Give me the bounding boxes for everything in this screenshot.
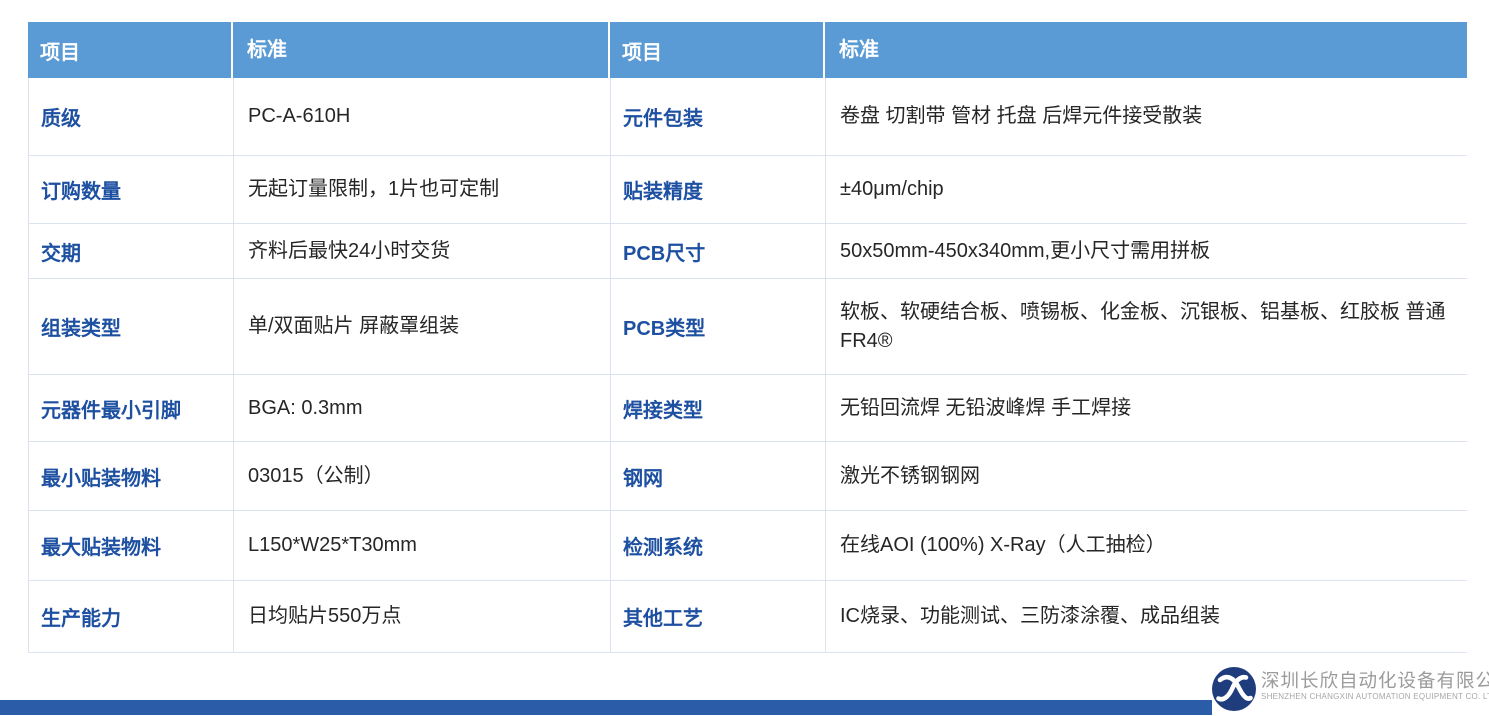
spec-item-value: 软板、软硬结合板、喷锡板、化金板、沉银板、铝基板、红胶板 普通FR4® bbox=[840, 300, 1446, 352]
table-row: 最小贴装物料 03015（公制） 钢网 激光不锈钢钢网 bbox=[29, 442, 1468, 511]
spec-item-label: 生产能力 bbox=[41, 608, 121, 630]
spec-item-label: 元器件最小引脚 bbox=[41, 399, 181, 422]
company-name-en: SHENZHEN CHANGXIN AUTOMATION EQUIPMENT C… bbox=[1261, 692, 1489, 702]
spec-item-value: 无起订量限制，1片也可定制 bbox=[248, 178, 500, 200]
spec-item-value: 03015（公制） bbox=[248, 464, 384, 487]
spec-item-value: 50x50mm-450x340mm,更小尺寸需用拼板 bbox=[840, 239, 1211, 262]
footer-accent-bar bbox=[0, 700, 1212, 715]
table-row: 组装类型 单/双面贴片 屏蔽罩组装 PCB类型 软板、软硬结合板、喷锡板、化金板… bbox=[29, 279, 1468, 375]
company-brand: 深圳长欣自动化设备有限公司 SHENZHEN CHANGXIN AUTOMATI… bbox=[1212, 667, 1489, 711]
column-header-label: 标准 bbox=[839, 38, 879, 61]
table-row: 最大贴装物料 L150*W25*T30mm 检测系统 在线AOI (100%) … bbox=[29, 511, 1468, 581]
spec-item-label: 质级 bbox=[41, 108, 81, 130]
spec-item-value: 齐料后最快24小时交货 bbox=[248, 239, 451, 262]
spec-item-value: PC-A-610H bbox=[248, 105, 351, 127]
table-body: 质级 PC-A-610H 元件包装 卷盘 切割带 管材 托盘 后焊元件接受散装 … bbox=[28, 78, 1468, 653]
table-header-row: 项目 标准 项目 标准 bbox=[28, 22, 1467, 78]
spec-item-label: 贴装精度 bbox=[623, 181, 703, 203]
spec-item-label: 其他工艺 bbox=[623, 608, 703, 630]
column-header-label: 标准 bbox=[247, 38, 287, 61]
spec-item-value: 日均贴片550万点 bbox=[248, 605, 402, 627]
spec-item-label: 订购数量 bbox=[41, 181, 121, 203]
column-header-standard-right: 标准 bbox=[825, 22, 1467, 78]
spec-table: 项目 标准 项目 标准 质级 PC-A-610H 元件包装 卷盘 切割带 管材 … bbox=[28, 22, 1468, 653]
table-row: 生产能力 日均贴片550万点 其他工艺 IC烧录、功能测试、三防漆涂覆、成品组装 bbox=[29, 581, 1468, 653]
spec-item-value: IC烧录、功能测试、三防漆涂覆、成品组装 bbox=[840, 605, 1220, 627]
spec-item-value: 卷盘 切割带 管材 托盘 后焊元件接受散装 bbox=[840, 105, 1203, 127]
spec-item-value: 无铅回流焊 无铅波峰焊 手工焊接 bbox=[840, 396, 1132, 419]
spec-item-value: 激光不锈钢钢网 bbox=[840, 464, 980, 487]
column-header-label: 项目 bbox=[622, 41, 662, 64]
company-name-block: 深圳长欣自动化设备有限公司 SHENZHEN CHANGXIN AUTOMATI… bbox=[1261, 667, 1489, 701]
spec-item-value: 在线AOI (100%) X-Ray（人工抽检） bbox=[840, 534, 1166, 556]
spec-item-label: 钢网 bbox=[623, 467, 663, 490]
spec-item-label: 最小贴装物料 bbox=[41, 467, 161, 490]
changxin-logo-icon bbox=[1212, 667, 1256, 711]
column-header-item-left: 项目 bbox=[28, 22, 233, 78]
spec-item-value: ±40μm/chip bbox=[840, 178, 944, 200]
spec-item-label: PCB尺寸 bbox=[623, 242, 706, 265]
spec-item-label: 最大贴装物料 bbox=[41, 537, 161, 559]
table-row: 订购数量 无起订量限制，1片也可定制 贴装精度 ±40μm/chip bbox=[29, 156, 1468, 224]
spec-item-label: 元件包装 bbox=[623, 108, 703, 130]
column-header-standard-left: 标准 bbox=[233, 22, 610, 78]
spec-item-label: 交期 bbox=[41, 242, 81, 265]
spec-item-value: BGA: 0.3mm bbox=[248, 396, 363, 419]
spec-item-value: 单/双面贴片 屏蔽罩组装 bbox=[248, 315, 460, 337]
spec-item-label: 组装类型 bbox=[41, 318, 121, 340]
spec-item-label: 检测系统 bbox=[623, 537, 703, 559]
table-row: 交期 齐料后最快24小时交货 PCB尺寸 50x50mm-450x340mm,更… bbox=[29, 224, 1468, 279]
spec-item-value: L150*W25*T30mm bbox=[248, 534, 417, 556]
spec-item-label: 焊接类型 bbox=[623, 399, 703, 422]
spec-item-label: PCB类型 bbox=[623, 318, 706, 340]
table-row: 元器件最小引脚 BGA: 0.3mm 焊接类型 无铅回流焊 无铅波峰焊 手工焊接 bbox=[29, 375, 1468, 442]
column-header-item-right: 项目 bbox=[610, 22, 825, 78]
column-header-label: 项目 bbox=[40, 41, 80, 64]
company-name-cn: 深圳长欣自动化设备有限公司 bbox=[1261, 670, 1489, 691]
table-row: 质级 PC-A-610H 元件包装 卷盘 切割带 管材 托盘 后焊元件接受散装 bbox=[29, 78, 1468, 156]
